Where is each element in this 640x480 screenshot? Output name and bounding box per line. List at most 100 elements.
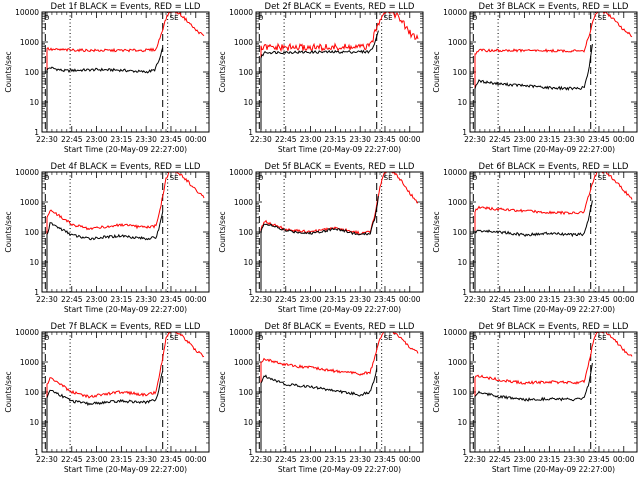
- lld-series-line: [260, 12, 419, 130]
- x-tick-label: 22:30: [464, 295, 486, 304]
- y-tick-label: 10: [243, 98, 253, 107]
- x-tick-label: 23:45: [374, 455, 396, 464]
- events-series-line: [260, 368, 378, 450]
- chart-panel-1: Det 1f BLACK = Events, RED = LLD Counts/s…: [4, 2, 210, 154]
- chart-panel-2: Det 2f BLACK = Events, RED = LLD Counts/s…: [218, 2, 424, 154]
- left-region-marker: D: [472, 334, 477, 342]
- x-tick-label: 00:00: [613, 295, 635, 304]
- y-tick-label: 1000: [20, 38, 39, 47]
- lld-series-line: [46, 332, 205, 450]
- x-tick-label: 23:45: [588, 455, 610, 464]
- chart-title: Det 7f BLACK = Events, RED = LLD: [51, 322, 201, 332]
- x-axis-label: Start Time (20-May-09 22:27:00): [278, 465, 401, 474]
- y-tick-label: 100: [239, 388, 254, 397]
- x-tick-label: 23:15: [539, 455, 561, 464]
- plot-frame: [469, 11, 638, 133]
- x-tick-label: 23:15: [539, 295, 561, 304]
- y-tick-label: 10000: [15, 328, 39, 337]
- x-tick-label: 23:30: [135, 135, 157, 144]
- y-tick-label: 1: [34, 448, 39, 457]
- right-region-marker: SE: [384, 334, 393, 342]
- lld-series-line: [474, 12, 633, 130]
- y-tick-label: 10000: [443, 8, 467, 17]
- y-tick-label: 1: [248, 448, 253, 457]
- right-region-marker: SE: [170, 14, 179, 22]
- x-tick-label: 00:00: [185, 135, 207, 144]
- plot-frame: [255, 171, 424, 293]
- y-tick-label: 100: [25, 388, 40, 397]
- x-tick-label: 22:45: [61, 295, 83, 304]
- left-region-marker: D: [258, 174, 263, 182]
- y-axis-label: Counts/sec: [218, 51, 227, 92]
- y-tick-label: 100: [239, 228, 254, 237]
- x-tick-label: 23:00: [514, 455, 536, 464]
- y-tick-label: 10: [243, 258, 253, 267]
- x-tick-label: 22:30: [36, 135, 58, 144]
- y-tick-label: 10000: [443, 168, 467, 177]
- x-tick-label: 22:45: [489, 135, 511, 144]
- chart-title: Det 4f BLACK = Events, RED = LLD: [51, 162, 201, 172]
- x-tick-label: 23:30: [563, 295, 585, 304]
- chart-title: Det 2f BLACK = Events, RED = LLD: [265, 2, 415, 12]
- x-axis-label: Start Time (20-May-09 22:27:00): [492, 145, 615, 154]
- x-tick-label: 22:30: [36, 295, 58, 304]
- x-axis-label: Start Time (20-May-09 22:27:00): [64, 305, 187, 314]
- x-tick-label: 23:45: [588, 295, 610, 304]
- x-tick-label: 23:30: [349, 295, 371, 304]
- plot-frame: [41, 11, 210, 133]
- y-tick-label: 1000: [448, 358, 467, 367]
- chart-panel-7: Det 7f BLACK = Events, RED = LLD Counts/s…: [4, 322, 210, 474]
- chart-title: Det 8f BLACK = Events, RED = LLD: [265, 322, 415, 332]
- y-tick-label: 10: [457, 258, 467, 267]
- x-tick-label: 23:45: [588, 135, 610, 144]
- x-tick-label: 00:00: [399, 295, 421, 304]
- y-tick-label: 1: [34, 128, 39, 137]
- y-tick-label: 10: [457, 98, 467, 107]
- x-tick-label: 22:45: [275, 135, 297, 144]
- plot-frame: [469, 171, 638, 293]
- x-axis-label: Start Time (20-May-09 22:27:00): [278, 305, 401, 314]
- x-tick-label: 22:30: [250, 295, 272, 304]
- x-tick-label: 23:00: [300, 455, 322, 464]
- x-tick-label: 23:15: [325, 295, 347, 304]
- plot-frame: [255, 11, 424, 133]
- right-region-marker: SE: [598, 334, 607, 342]
- x-axis-label: Start Time (20-May-09 22:27:00): [278, 145, 401, 154]
- x-tick-label: 23:30: [349, 135, 371, 144]
- y-tick-label: 1: [462, 448, 467, 457]
- x-tick-label: 23:00: [514, 295, 536, 304]
- y-tick-label: 10000: [229, 168, 253, 177]
- x-axis-label: Start Time (20-May-09 22:27:00): [64, 145, 187, 154]
- left-region-marker: D: [44, 334, 49, 342]
- x-tick-label: 23:00: [86, 455, 108, 464]
- right-region-marker: SE: [170, 174, 179, 182]
- x-tick-label: 23:30: [135, 295, 157, 304]
- chart-panel-9: Det 9f BLACK = Events, RED = LLD Counts/s…: [432, 322, 638, 474]
- plot-frame: [469, 331, 638, 453]
- y-tick-label: 1000: [20, 358, 39, 367]
- right-region-marker: SE: [170, 334, 179, 342]
- y-tick-label: 1000: [448, 38, 467, 47]
- x-tick-label: 00:00: [399, 455, 421, 464]
- x-tick-label: 23:45: [160, 135, 182, 144]
- x-tick-label: 23:45: [374, 295, 396, 304]
- chart-panel-5: Det 5f BLACK = Events, RED = LLD Counts/s…: [218, 162, 424, 314]
- x-tick-label: 22:45: [275, 455, 297, 464]
- y-tick-label: 10000: [15, 168, 39, 177]
- y-tick-label: 100: [239, 68, 254, 77]
- y-tick-label: 10000: [229, 328, 253, 337]
- x-tick-label: 23:00: [514, 135, 536, 144]
- x-tick-label: 23:30: [563, 135, 585, 144]
- right-region-marker: SE: [598, 174, 607, 182]
- events-series-line: [260, 196, 379, 290]
- y-tick-label: 10: [29, 258, 39, 267]
- x-tick-label: 23:30: [135, 455, 157, 464]
- x-tick-label: 22:45: [489, 295, 511, 304]
- events-series-line: [474, 363, 593, 450]
- plot-frame: [41, 331, 210, 453]
- x-tick-label: 23:15: [325, 455, 347, 464]
- y-tick-label: 100: [25, 228, 40, 237]
- x-tick-label: 23:15: [111, 295, 133, 304]
- left-region-marker: D: [472, 14, 477, 22]
